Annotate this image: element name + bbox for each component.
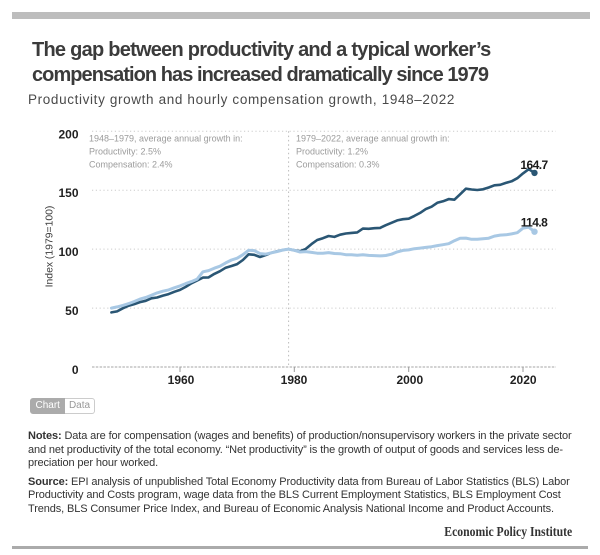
svg-text:Compensation: 0.3%: Compensation: 0.3% <box>296 159 380 169</box>
svg-text:200: 200 <box>58 127 78 141</box>
svg-text:100: 100 <box>58 245 78 259</box>
svg-text:50: 50 <box>65 304 79 318</box>
svg-text:1960: 1960 <box>168 373 195 387</box>
svg-text:164.7: 164.7 <box>520 158 548 172</box>
svg-text:Index (1979=100): Index (1979=100) <box>45 206 56 288</box>
svg-text:0: 0 <box>72 363 79 377</box>
svg-text:2000: 2000 <box>396 373 423 387</box>
svg-text:Compensation: 2.4%: Compensation: 2.4% <box>89 159 173 169</box>
svg-text:1980: 1980 <box>281 373 308 387</box>
svg-text:114.8: 114.8 <box>521 216 548 230</box>
svg-text:1979–2022, average annual grow: 1979–2022, average annual growth in: <box>296 133 450 143</box>
svg-text:1948–1979, average annual grow: 1948–1979, average annual growth in: <box>89 133 243 143</box>
svg-text:150: 150 <box>58 186 78 200</box>
svg-text:2020: 2020 <box>510 373 537 387</box>
svg-text:Productivity: 2.5%: Productivity: 2.5% <box>89 146 161 156</box>
svg-text:Productivity: 1.2%: Productivity: 1.2% <box>296 146 368 156</box>
